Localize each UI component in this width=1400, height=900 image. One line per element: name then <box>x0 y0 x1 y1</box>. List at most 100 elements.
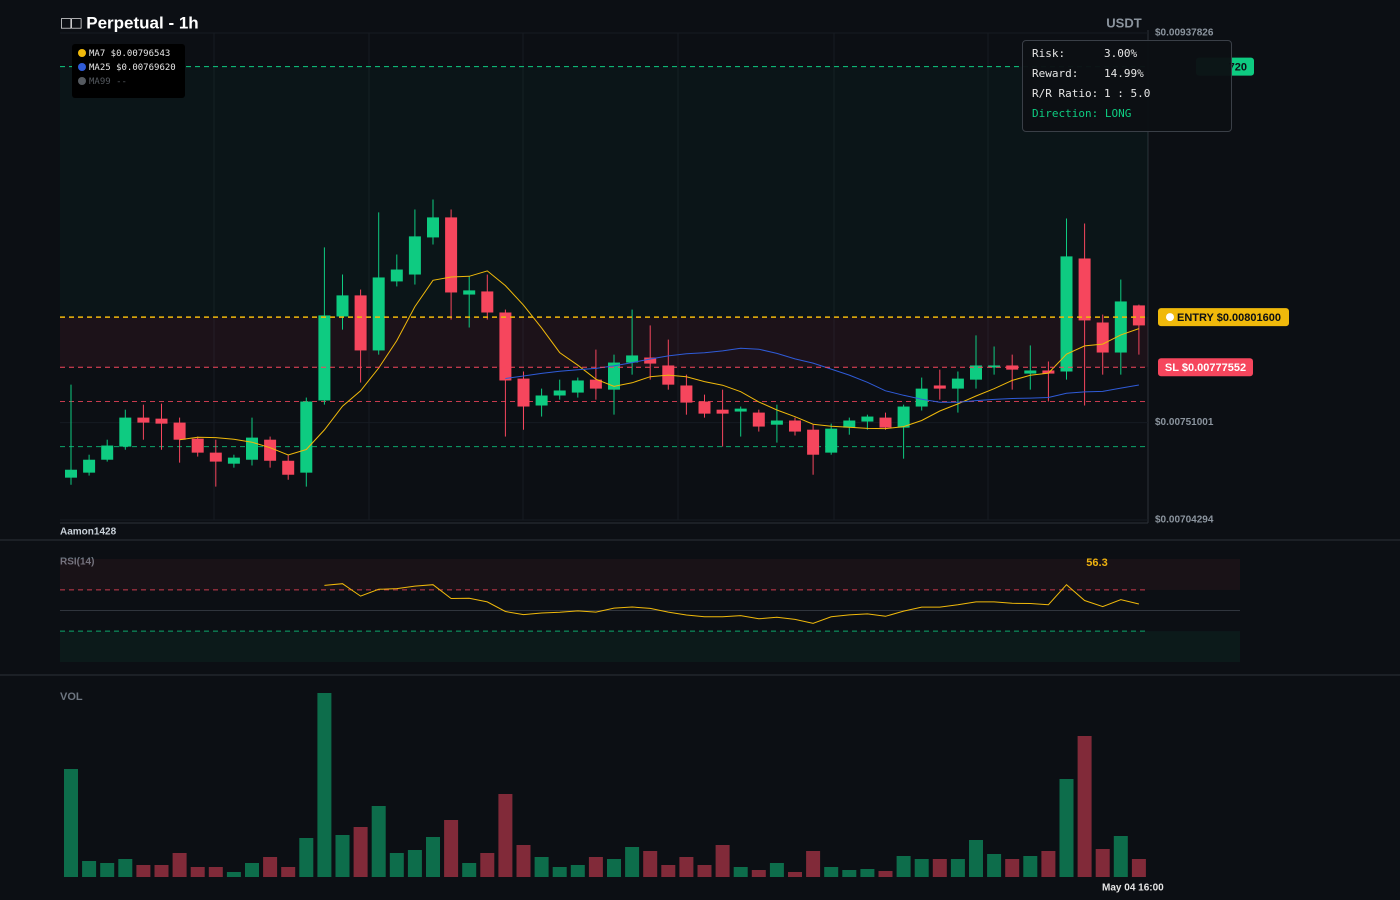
candle-body <box>517 378 530 407</box>
stop-loss-label: SL $0.00777552 <box>1165 362 1246 374</box>
volume-bar <box>263 857 278 877</box>
candle-body <box>101 445 114 460</box>
risk-label: Reward: <box>1032 67 1079 80</box>
candle-body <box>173 422 186 440</box>
entry-tag <box>1158 308 1289 327</box>
volume-bar <box>208 867 223 877</box>
risk-value: 1 : 5.0 <box>1104 87 1151 100</box>
candle-body <box>499 312 512 381</box>
candle-body <box>354 295 367 351</box>
volume-bar <box>806 851 821 877</box>
volume-label: VOL <box>60 691 83 703</box>
volume-bar <box>1095 849 1110 877</box>
volume-bar <box>824 867 839 877</box>
chart-title: □□ Perpetual - 1h <box>61 13 199 32</box>
candle-body <box>770 420 783 425</box>
y-tick-label: $0.00751001 <box>1155 417 1214 428</box>
loss-zone <box>60 317 1148 368</box>
risk-label: R/R Ratio: <box>1032 87 1099 100</box>
volume-bar <box>353 827 368 877</box>
candle-body <box>571 380 584 393</box>
candle-body <box>716 409 729 414</box>
candle-body <box>481 291 494 313</box>
candle-body <box>626 355 639 363</box>
volume-bar <box>588 857 603 877</box>
candle-body <box>1024 370 1037 374</box>
volume-bar <box>1059 779 1074 877</box>
volume-bar <box>335 835 350 877</box>
candle-body <box>897 406 910 428</box>
volume-bar <box>154 865 169 877</box>
candle-body <box>445 217 458 293</box>
candle-body <box>227 457 240 464</box>
volume-bar <box>444 820 459 877</box>
candle-body <box>119 417 132 447</box>
candle-body <box>408 236 421 275</box>
legend-entry: MA25 $0.00769620 <box>78 63 176 73</box>
volume-bar <box>625 847 640 877</box>
profit-zone <box>60 67 1148 317</box>
rsi-oversold-zone <box>60 631 1240 662</box>
volume-bar <box>769 863 784 877</box>
volume-bar <box>1131 859 1146 877</box>
candle-body <box>915 388 928 407</box>
candle-body <box>1078 258 1091 321</box>
volume-bar <box>226 872 241 877</box>
x-tick-label: May 04 16:00 <box>1102 883 1164 894</box>
candle-body <box>789 420 801 432</box>
legend-dot <box>78 77 86 85</box>
volume-bar <box>118 859 133 877</box>
candle-body <box>933 385 946 389</box>
volume-bar <box>462 863 477 877</box>
volume-bar <box>100 863 115 877</box>
candle-body <box>300 401 313 473</box>
candle-body <box>318 315 331 401</box>
volume-bar <box>245 863 259 877</box>
candle-body <box>65 469 77 478</box>
volume-bar <box>842 870 857 877</box>
volume-bar <box>570 865 585 877</box>
vertical-grid <box>213 33 989 520</box>
candle-body <box>191 438 204 453</box>
volume-bar <box>860 869 875 877</box>
candle-body <box>680 385 693 403</box>
candle-body <box>698 401 711 414</box>
legend-text: MA25 $0.00769620 <box>89 63 176 73</box>
volume-bar <box>281 867 296 877</box>
candle-body <box>1132 305 1145 326</box>
rsi-line <box>324 583 1140 624</box>
candle-body <box>264 439 277 461</box>
risk-label: Risk: <box>1032 47 1066 60</box>
candle-body <box>861 416 874 422</box>
take-profit-label: 720 <box>1229 61 1247 73</box>
volume-bar <box>64 769 78 877</box>
volume-bar <box>407 850 422 877</box>
watermark: Aamon1428 <box>60 527 117 538</box>
volume-bar <box>1005 859 1020 877</box>
rsi-value: 56.3 <box>1086 557 1107 569</box>
quote-currency: USDT <box>1106 15 1141 30</box>
volume-bar <box>914 859 929 877</box>
volume-bar <box>516 845 531 877</box>
rsi-overbought-zone <box>60 559 1240 590</box>
volume-bar <box>987 854 1002 877</box>
risk-direction: Direction: LONG <box>1032 107 1132 120</box>
volume-bar <box>426 837 440 877</box>
ma-line <box>505 347 1139 403</box>
candle-body <box>879 417 892 428</box>
legend-text: MA99 -- <box>89 77 127 87</box>
stop-loss-tag <box>1158 358 1253 377</box>
candle-body <box>336 295 349 317</box>
candle-body <box>137 417 150 423</box>
volume-bar <box>607 859 621 877</box>
y-tick-label: $0.00937826 <box>1155 28 1214 39</box>
legend-dot <box>78 63 86 71</box>
candle-body <box>608 362 620 390</box>
candle-body <box>1114 301 1127 353</box>
risk-value: 3.00% <box>1104 47 1138 60</box>
y-tick-label: $0.00704294 <box>1155 515 1214 526</box>
volume-bar <box>172 853 187 877</box>
ma-legend: MA7 $0.00796543 MA25 $0.00769620 MA99 -- <box>72 44 185 98</box>
volume-bar <box>788 872 802 877</box>
volume-bar <box>950 859 965 877</box>
